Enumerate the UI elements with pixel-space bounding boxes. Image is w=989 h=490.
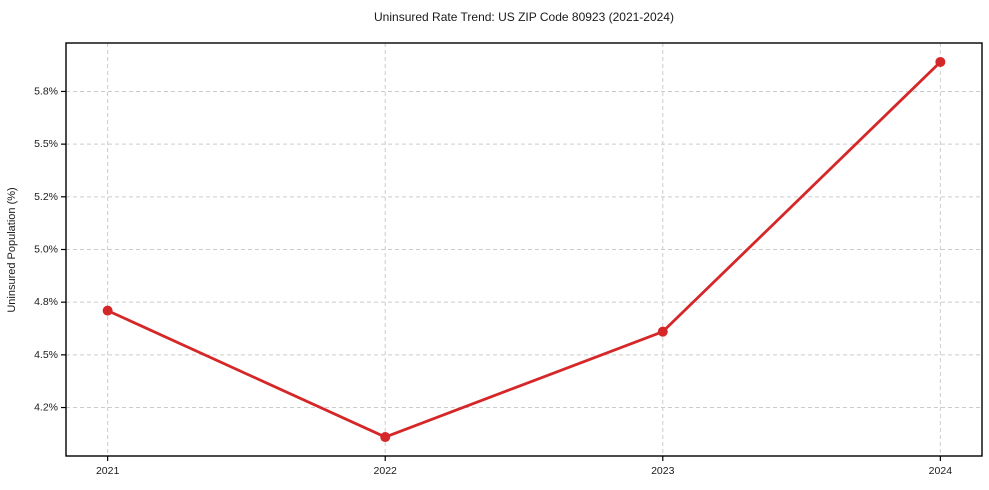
y-tick-label: 5.8% xyxy=(34,85,58,97)
data-series-layer xyxy=(102,56,946,443)
trend-line xyxy=(106,60,942,439)
y-tick-label: 4.5% xyxy=(34,349,58,361)
y-tick-label: 5.2% xyxy=(34,191,58,203)
x-tick-label: 2024 xyxy=(929,465,953,477)
chart-title: Uninsured Rate Trend: US ZIP Code 80923 … xyxy=(374,10,674,24)
y-tick-label: 4.2% xyxy=(34,402,58,414)
data-point-marker xyxy=(657,326,668,337)
x-tick-label: 2022 xyxy=(374,465,398,477)
data-point-marker xyxy=(935,56,946,67)
y-axis-label: Uninsured Population (%) xyxy=(6,187,18,312)
tick-layer: 4.2% 4.5% 4.8% 5.0% 5.2% 5.5% 5.8% 2021 2022 2023… xyxy=(34,85,952,477)
y-tick-label: 5.0% xyxy=(34,244,58,256)
y-tick-label: 4.8% xyxy=(34,296,58,308)
y-tick-label: 5.5% xyxy=(34,138,58,150)
axes-border xyxy=(65,42,983,457)
x-tick-label: 2023 xyxy=(651,465,675,477)
data-point-marker xyxy=(380,432,391,443)
data-point-marker xyxy=(102,305,113,316)
x-tick-label: 2021 xyxy=(96,465,120,477)
grid-layer xyxy=(66,43,982,456)
